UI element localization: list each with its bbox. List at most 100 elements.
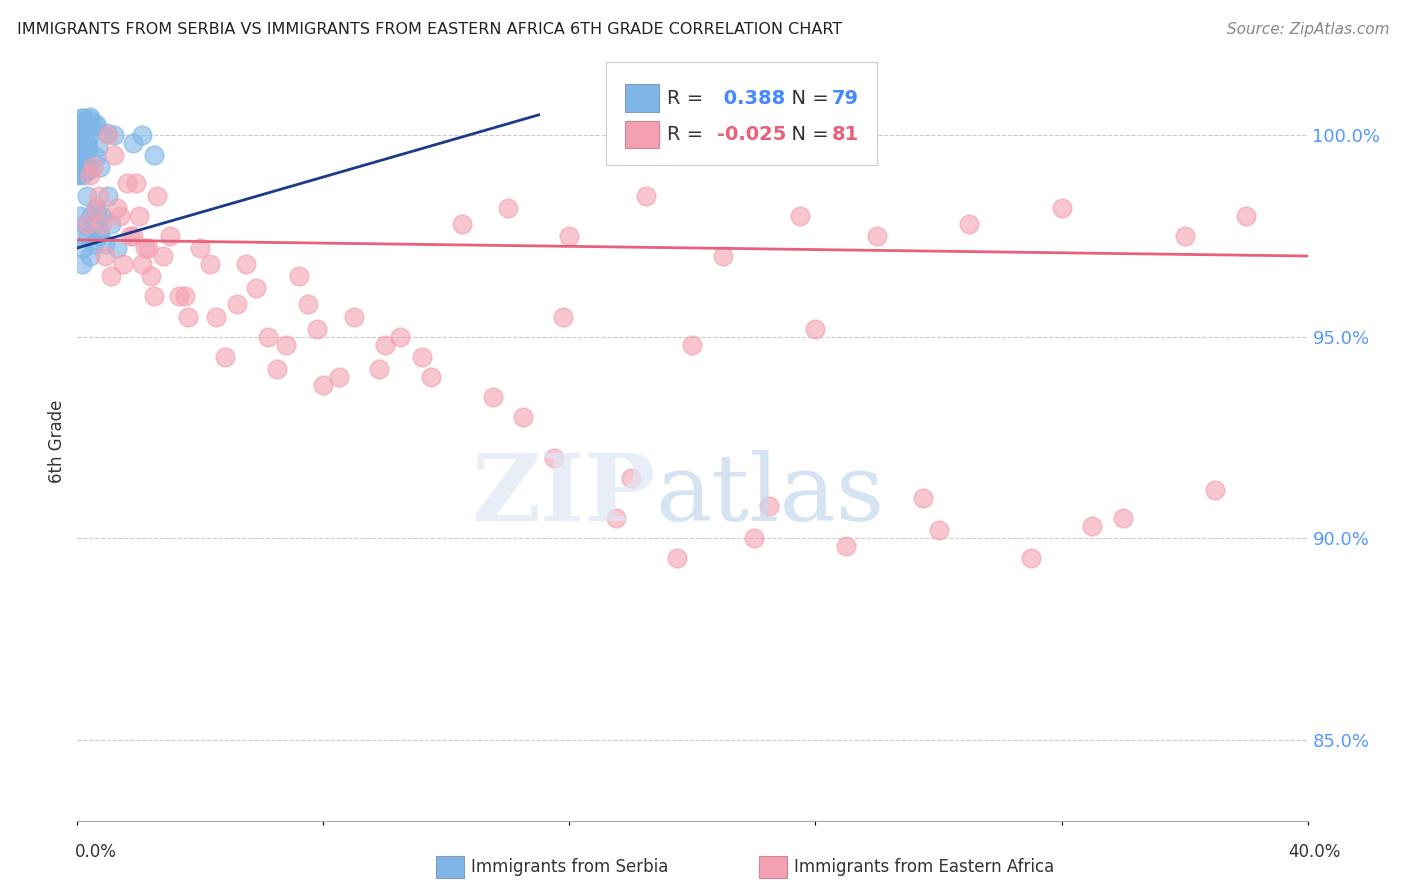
Point [1174, 228, 1197, 243]
Point [87, 188, 110, 202]
Point [70, 150, 93, 164]
Text: 40.0%: 40.0% [1288, 843, 1341, 861]
Point [66, 168, 89, 182]
Point [72, 140, 94, 154]
Point [789, 209, 811, 223]
Y-axis label: 6th Grade: 6th Grade [48, 400, 66, 483]
Point [146, 188, 169, 202]
Point [374, 337, 396, 351]
Point [73, 139, 96, 153]
Point [83, 236, 105, 251]
Point [79, 110, 101, 124]
Point [174, 289, 197, 303]
Point [558, 228, 581, 243]
Point [72, 127, 94, 141]
Point [245, 281, 267, 295]
Point [835, 540, 858, 554]
Point [70, 160, 93, 174]
Point [97, 128, 120, 142]
Point [77, 162, 100, 177]
FancyBboxPatch shape [606, 62, 877, 165]
Point [67, 158, 90, 172]
Point [70, 120, 93, 135]
Point [141, 269, 163, 284]
Text: 0.0%: 0.0% [75, 843, 117, 861]
Point [72, 114, 94, 128]
Point [67, 161, 90, 175]
Point [69, 150, 91, 164]
Point [75, 154, 97, 169]
Point [73, 217, 96, 231]
Point [115, 177, 138, 191]
Point [134, 241, 156, 255]
Point [121, 228, 143, 243]
Point [411, 350, 433, 364]
Point [553, 310, 575, 324]
Point [543, 450, 565, 465]
Point [288, 269, 311, 284]
Point [1112, 511, 1135, 525]
Point [866, 228, 889, 243]
Point [70, 112, 93, 126]
Point [89, 225, 111, 239]
Point [70, 257, 93, 271]
Point [636, 188, 658, 202]
Point [66, 123, 89, 137]
Point [87, 228, 110, 243]
Point [266, 362, 288, 376]
Text: ZIP: ZIP [471, 450, 655, 540]
Point [389, 329, 412, 343]
Point [450, 217, 472, 231]
Point [100, 269, 122, 284]
Point [70, 128, 93, 143]
Point [1081, 519, 1104, 533]
Point [121, 136, 143, 150]
Point [1019, 551, 1042, 566]
Point [76, 188, 98, 202]
Point [297, 297, 319, 311]
Point [90, 209, 114, 223]
Text: N =: N = [779, 88, 835, 108]
Point [143, 289, 166, 303]
Point [75, 125, 97, 139]
Point [131, 128, 153, 142]
Point [103, 148, 125, 162]
Point [69, 128, 91, 142]
Point [77, 141, 100, 155]
Point [70, 121, 93, 136]
Point [128, 209, 150, 223]
Point [711, 249, 734, 263]
Point [69, 140, 91, 154]
Point [177, 310, 200, 324]
Point [96, 126, 118, 140]
Point [312, 378, 335, 392]
Point [110, 209, 132, 223]
Point [67, 228, 90, 243]
Point [343, 310, 366, 324]
Point [97, 188, 120, 202]
Point [89, 160, 111, 174]
Point [204, 310, 226, 324]
Point [76, 136, 98, 151]
Point [84, 150, 107, 164]
Point [70, 143, 93, 157]
Point [512, 410, 534, 425]
Point [758, 499, 780, 513]
Point [77, 112, 100, 126]
Point [79, 249, 101, 263]
Point [67, 147, 90, 161]
Point [112, 257, 135, 271]
Text: Immigrants from Eastern Africa: Immigrants from Eastern Africa [794, 858, 1054, 876]
Point [804, 321, 827, 335]
Text: atlas: atlas [655, 450, 884, 540]
Text: -0.025: -0.025 [717, 125, 786, 144]
Bar [624, 120, 659, 148]
Point [620, 471, 643, 485]
Point [72, 149, 94, 163]
Point [103, 128, 125, 142]
Point [328, 370, 350, 384]
Point [198, 257, 221, 271]
Point [84, 201, 107, 215]
Text: R =: R = [666, 125, 709, 144]
Point [77, 228, 100, 243]
